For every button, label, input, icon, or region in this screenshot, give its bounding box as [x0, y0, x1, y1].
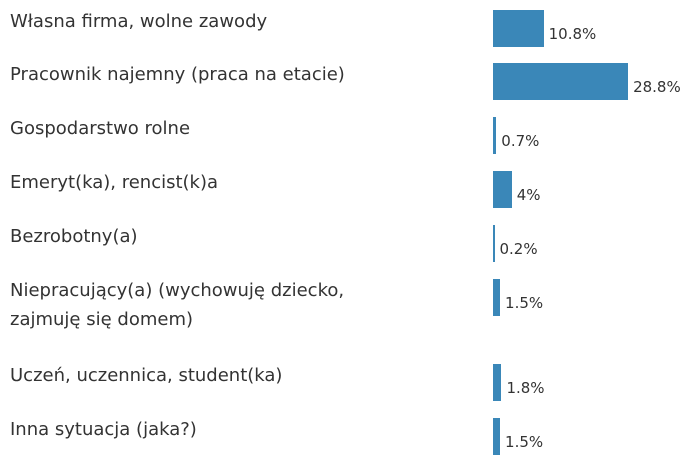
bar — [493, 279, 501, 316]
bar — [493, 225, 495, 262]
value-label: 10.8% — [548, 25, 597, 43]
category-label: Własna firma, wolne zawody — [10, 11, 268, 32]
value-label: 1.8% — [506, 379, 545, 397]
bar — [493, 10, 544, 47]
category-label: Niepracujący(a) (wychowuję dziecko, zajm… — [10, 280, 345, 330]
value-label: 0.7% — [501, 132, 540, 150]
bar — [493, 171, 512, 208]
bar — [493, 364, 502, 401]
value-label: 1.5% — [505, 433, 544, 451]
category-label: Gospodarstwo rolne — [10, 118, 191, 139]
category-label: Inna sytuacja (jaka?) — [10, 419, 197, 440]
bar — [493, 117, 497, 154]
category-label: Bezrobotny(a) — [10, 226, 138, 247]
value-label: 0.2% — [499, 240, 538, 258]
category-label: Uczeń, uczennica, student(ka) — [10, 365, 283, 386]
category-label: Emeryt(ka), rencist(k)a — [10, 172, 219, 193]
value-label: 1.5% — [505, 294, 544, 312]
value-label: 4% — [516, 186, 541, 204]
value-label: 28.8% — [633, 78, 681, 96]
category-label: Pracownik najemny (praca na etacie) — [10, 64, 345, 85]
bar — [493, 63, 629, 100]
bar — [493, 418, 501, 455]
